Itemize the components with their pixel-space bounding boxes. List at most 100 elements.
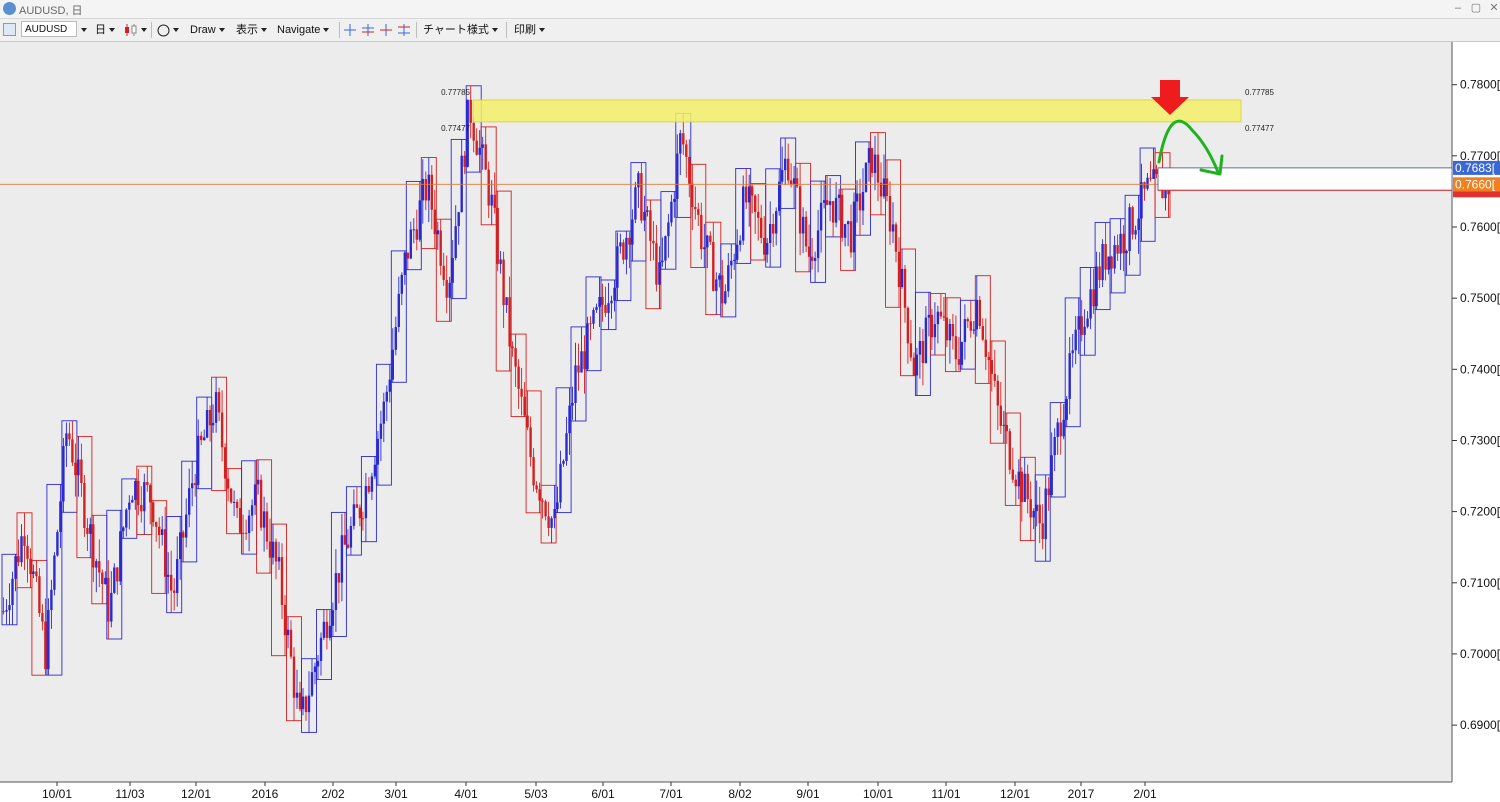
zoom-tool-button[interactable]	[379, 22, 393, 38]
chart-style-menu[interactable]: チャート様式	[423, 22, 498, 38]
range-low-badge	[1453, 191, 1500, 198]
candle-body	[397, 293, 400, 327]
measure-tool-button[interactable]	[361, 22, 375, 38]
y-tick-label: 0.7000[0	[1460, 647, 1500, 661]
weekly-range-box	[166, 516, 183, 614]
candle-body	[957, 359, 961, 365]
candle-body	[1110, 256, 1113, 269]
candle-body	[334, 573, 338, 610]
candle-body	[200, 435, 203, 441]
candle-body	[864, 162, 868, 192]
candle-body	[250, 505, 254, 516]
weekly-range-box	[46, 483, 63, 676]
scale-tool-button[interactable]	[397, 22, 411, 38]
candle-body	[179, 532, 182, 560]
x-tick-label: 12/01	[1000, 787, 1030, 801]
symbol-input[interactable]: AUDUSD	[21, 21, 77, 37]
candle-body	[17, 556, 20, 563]
chart-type-dropdown[interactable]	[124, 22, 147, 38]
y-tick-label: 0.7300[0	[1460, 434, 1500, 448]
weekly-range-box	[540, 484, 557, 544]
candle-body	[2, 611, 5, 613]
candle-body	[775, 211, 778, 234]
weekly-range-box	[1034, 474, 1051, 562]
chart-menu-icon[interactable]	[3, 23, 16, 36]
candle-body	[424, 179, 427, 201]
candle-body	[83, 483, 86, 528]
candle-body	[364, 486, 368, 519]
candle-body	[283, 605, 287, 636]
restore-icon[interactable]: ▢	[1470, 2, 1482, 14]
chart-style-menu-label: チャート様式	[423, 24, 489, 36]
minimize-icon[interactable]: –	[1454, 2, 1462, 14]
y-tick-label: 0.6900[0	[1460, 718, 1500, 732]
candle-body	[691, 183, 694, 207]
candle-body	[68, 433, 71, 440]
candle-body	[1020, 471, 1023, 502]
display-menu[interactable]: 表示	[236, 22, 267, 38]
time-axis[interactable]	[0, 782, 1500, 802]
draw-menu[interactable]: Draw	[190, 22, 225, 38]
candle-body	[1005, 424, 1008, 432]
green-curve-arrow-icon	[1157, 119, 1220, 174]
weekly-range-box	[181, 460, 198, 563]
crosshair-tool-button[interactable]	[343, 22, 357, 38]
candle-body	[367, 486, 371, 492]
candle-body	[1119, 233, 1122, 254]
candle-body	[1059, 422, 1062, 437]
candle-body	[346, 544, 350, 548]
candle-body	[580, 351, 583, 373]
candle-body	[176, 559, 179, 594]
candle-body	[304, 696, 308, 712]
x-tick-label: 11/01	[931, 787, 960, 801]
plot-area[interactable]	[0, 42, 1452, 782]
candle-body	[601, 297, 604, 305]
navigate-menu[interactable]: Navigate	[277, 22, 330, 38]
candle-body	[706, 235, 709, 248]
candle-body	[1032, 511, 1035, 518]
print-menu[interactable]: 印刷	[514, 22, 545, 38]
candle-body	[214, 392, 218, 423]
weekly-range-box	[765, 168, 782, 268]
symbol-dropdown[interactable]	[78, 22, 87, 38]
resistance-zone[interactable]	[472, 99, 1242, 123]
candle-body	[1140, 182, 1143, 219]
close-icon[interactable]: ✕	[1489, 2, 1499, 14]
candle-body	[1098, 266, 1101, 280]
x-tick-label: 5/03	[524, 787, 548, 801]
shape-tool-dropdown[interactable]	[157, 22, 179, 38]
y-tick-label: 0.7500[0	[1460, 291, 1500, 305]
toolbar-divider	[506, 22, 507, 38]
candle-body	[810, 256, 814, 261]
y-tick-label: 0.7200[0	[1460, 505, 1500, 519]
candle-body	[963, 319, 967, 342]
weekly-range-box	[974, 275, 991, 384]
candle-body	[852, 201, 856, 253]
candle-body	[355, 504, 359, 508]
candle-body	[697, 209, 700, 215]
candle-body	[316, 661, 320, 667]
candle-body	[20, 536, 23, 563]
x-tick-label: 2/01	[1133, 787, 1157, 801]
candle-body	[430, 174, 433, 210]
candle-body	[975, 299, 978, 330]
candle-body	[1050, 455, 1053, 495]
candle-body	[694, 207, 697, 210]
candlestick-icon	[125, 24, 137, 37]
candle-body	[457, 212, 460, 227]
candle-body	[520, 388, 523, 397]
timeframe-dropdown[interactable]: 日	[95, 22, 115, 38]
candle-body	[400, 274, 403, 294]
candle-body	[718, 275, 721, 280]
candle-body	[508, 297, 511, 347]
candles-layer	[1, 85, 1171, 733]
timeframe-label: 日	[95, 24, 106, 36]
y-axis-layer: 0.7800[0 0.7700[0 0.7600[0 0.7500[0 0.7400[0…	[1452, 78, 1500, 732]
candle-body	[637, 173, 640, 188]
candle-body	[825, 200, 829, 205]
weekly-range-box	[106, 509, 123, 640]
candle-body	[161, 529, 164, 535]
draw-menu-label: Draw	[190, 24, 216, 36]
candle-body	[409, 229, 412, 259]
